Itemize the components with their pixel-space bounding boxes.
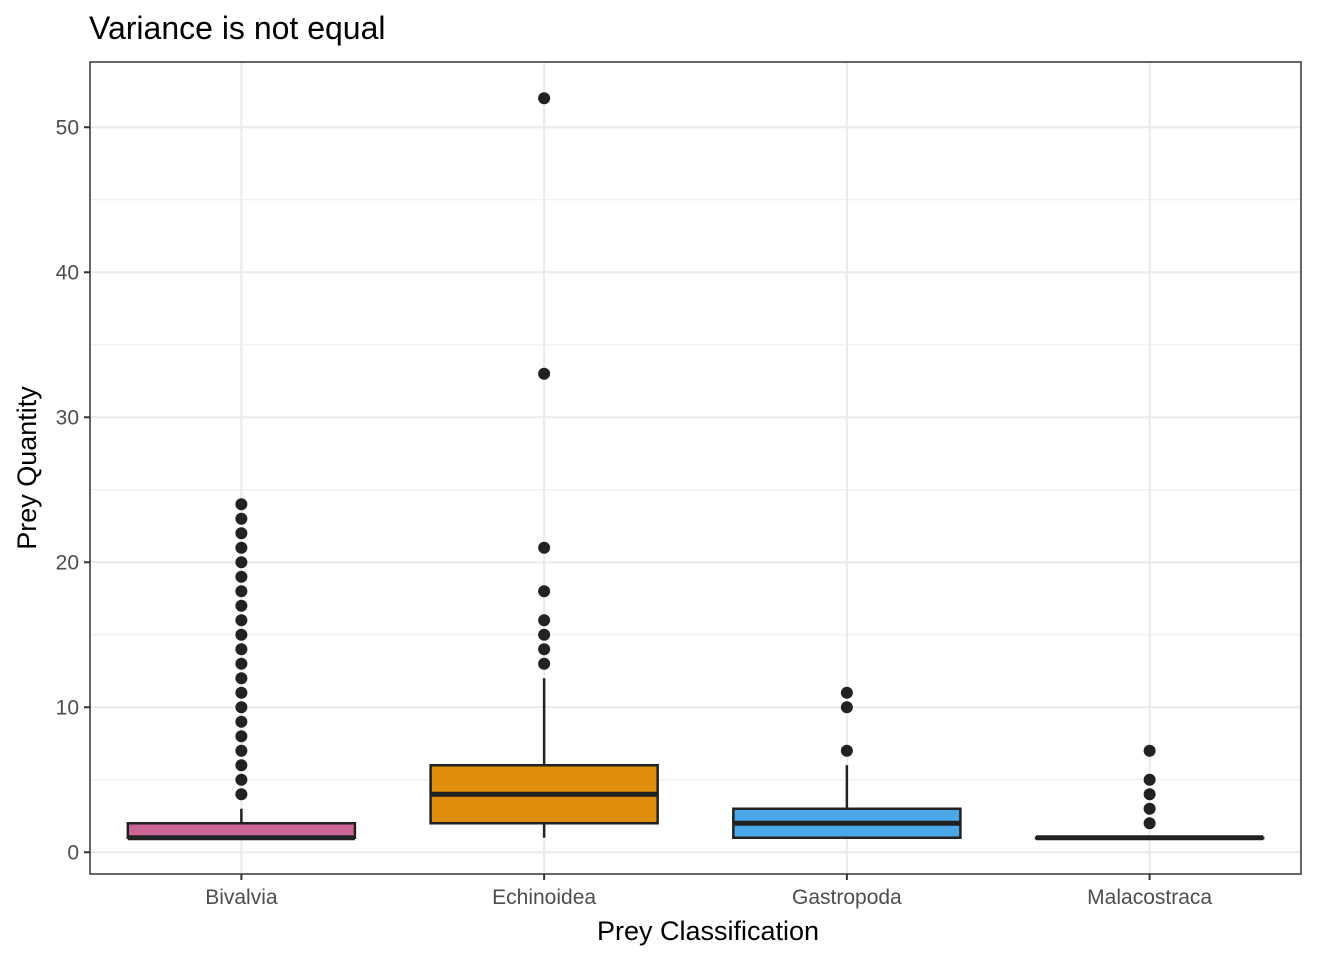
outlier-point xyxy=(840,744,853,757)
y-tick-label: 50 xyxy=(56,116,79,139)
outlier-point xyxy=(538,643,551,656)
outlier-point xyxy=(538,367,551,380)
outlier-point xyxy=(840,701,853,714)
panel-border xyxy=(89,61,1302,875)
y-tick-label: 20 xyxy=(56,551,79,574)
outlier-point xyxy=(1143,802,1156,815)
y-tick-label: 30 xyxy=(56,406,79,429)
outlier-point xyxy=(235,672,248,685)
outlier-point xyxy=(235,788,248,801)
outlier-point xyxy=(1143,773,1156,786)
outlier-point xyxy=(235,512,248,525)
outlier-point xyxy=(235,585,248,598)
outlier-point xyxy=(538,614,551,627)
box-gastropoda xyxy=(732,686,962,839)
outlier-point xyxy=(235,498,248,511)
x-tick-label: Malacostraca xyxy=(1087,886,1212,909)
y-axis: 0 10 20 30 40 50 xyxy=(56,116,90,864)
outlier-point xyxy=(235,773,248,786)
outlier-point xyxy=(538,541,551,554)
outlier-point xyxy=(235,556,248,569)
outlier-point xyxy=(235,730,248,743)
y-tick-label: 40 xyxy=(56,261,79,284)
outlier-point xyxy=(235,570,248,583)
plot-panel xyxy=(89,61,1302,875)
minor-gridlines xyxy=(90,199,1301,781)
y-axis-title: Prey Quantity xyxy=(12,386,42,550)
outlier-point xyxy=(538,92,551,105)
panel-background xyxy=(90,62,1301,874)
boxes xyxy=(126,92,1265,841)
outlier-point xyxy=(235,527,248,540)
outlier-point xyxy=(235,614,248,627)
outlier-point xyxy=(235,628,248,641)
x-tick-label: Echinoidea xyxy=(492,886,596,909)
outlier-point xyxy=(1143,744,1156,757)
outlier-point xyxy=(235,599,248,612)
outlier-point xyxy=(538,585,551,598)
outlier-point xyxy=(235,701,248,714)
outlier-point xyxy=(235,715,248,728)
y-tick-label: 0 xyxy=(67,841,79,864)
outlier-point xyxy=(538,628,551,641)
outlier-point xyxy=(538,657,551,670)
x-tick-label: Bivalvia xyxy=(205,886,278,909)
outlier-point xyxy=(235,686,248,699)
outlier-point xyxy=(235,541,248,554)
y-tick-label: 10 xyxy=(56,696,79,719)
x-tick-label: Gastropoda xyxy=(792,886,902,909)
box-bivalvia xyxy=(126,498,357,841)
outlier-point xyxy=(1143,817,1156,830)
box-malacostraca xyxy=(1034,744,1265,841)
x-axis: Bivalvia Echinoidea Gastropoda Malacostraca xyxy=(205,874,1212,909)
box-echinoidea xyxy=(429,92,659,838)
outlier-point xyxy=(235,643,248,656)
outlier-point xyxy=(840,686,853,699)
outlier-point xyxy=(235,744,248,757)
outlier-point xyxy=(235,759,248,772)
x-axis-title: Prey Classification xyxy=(597,916,819,946)
outlier-point xyxy=(235,657,248,670)
outlier-point xyxy=(1143,788,1156,801)
chart-title: Variance is not equal xyxy=(89,10,385,46)
